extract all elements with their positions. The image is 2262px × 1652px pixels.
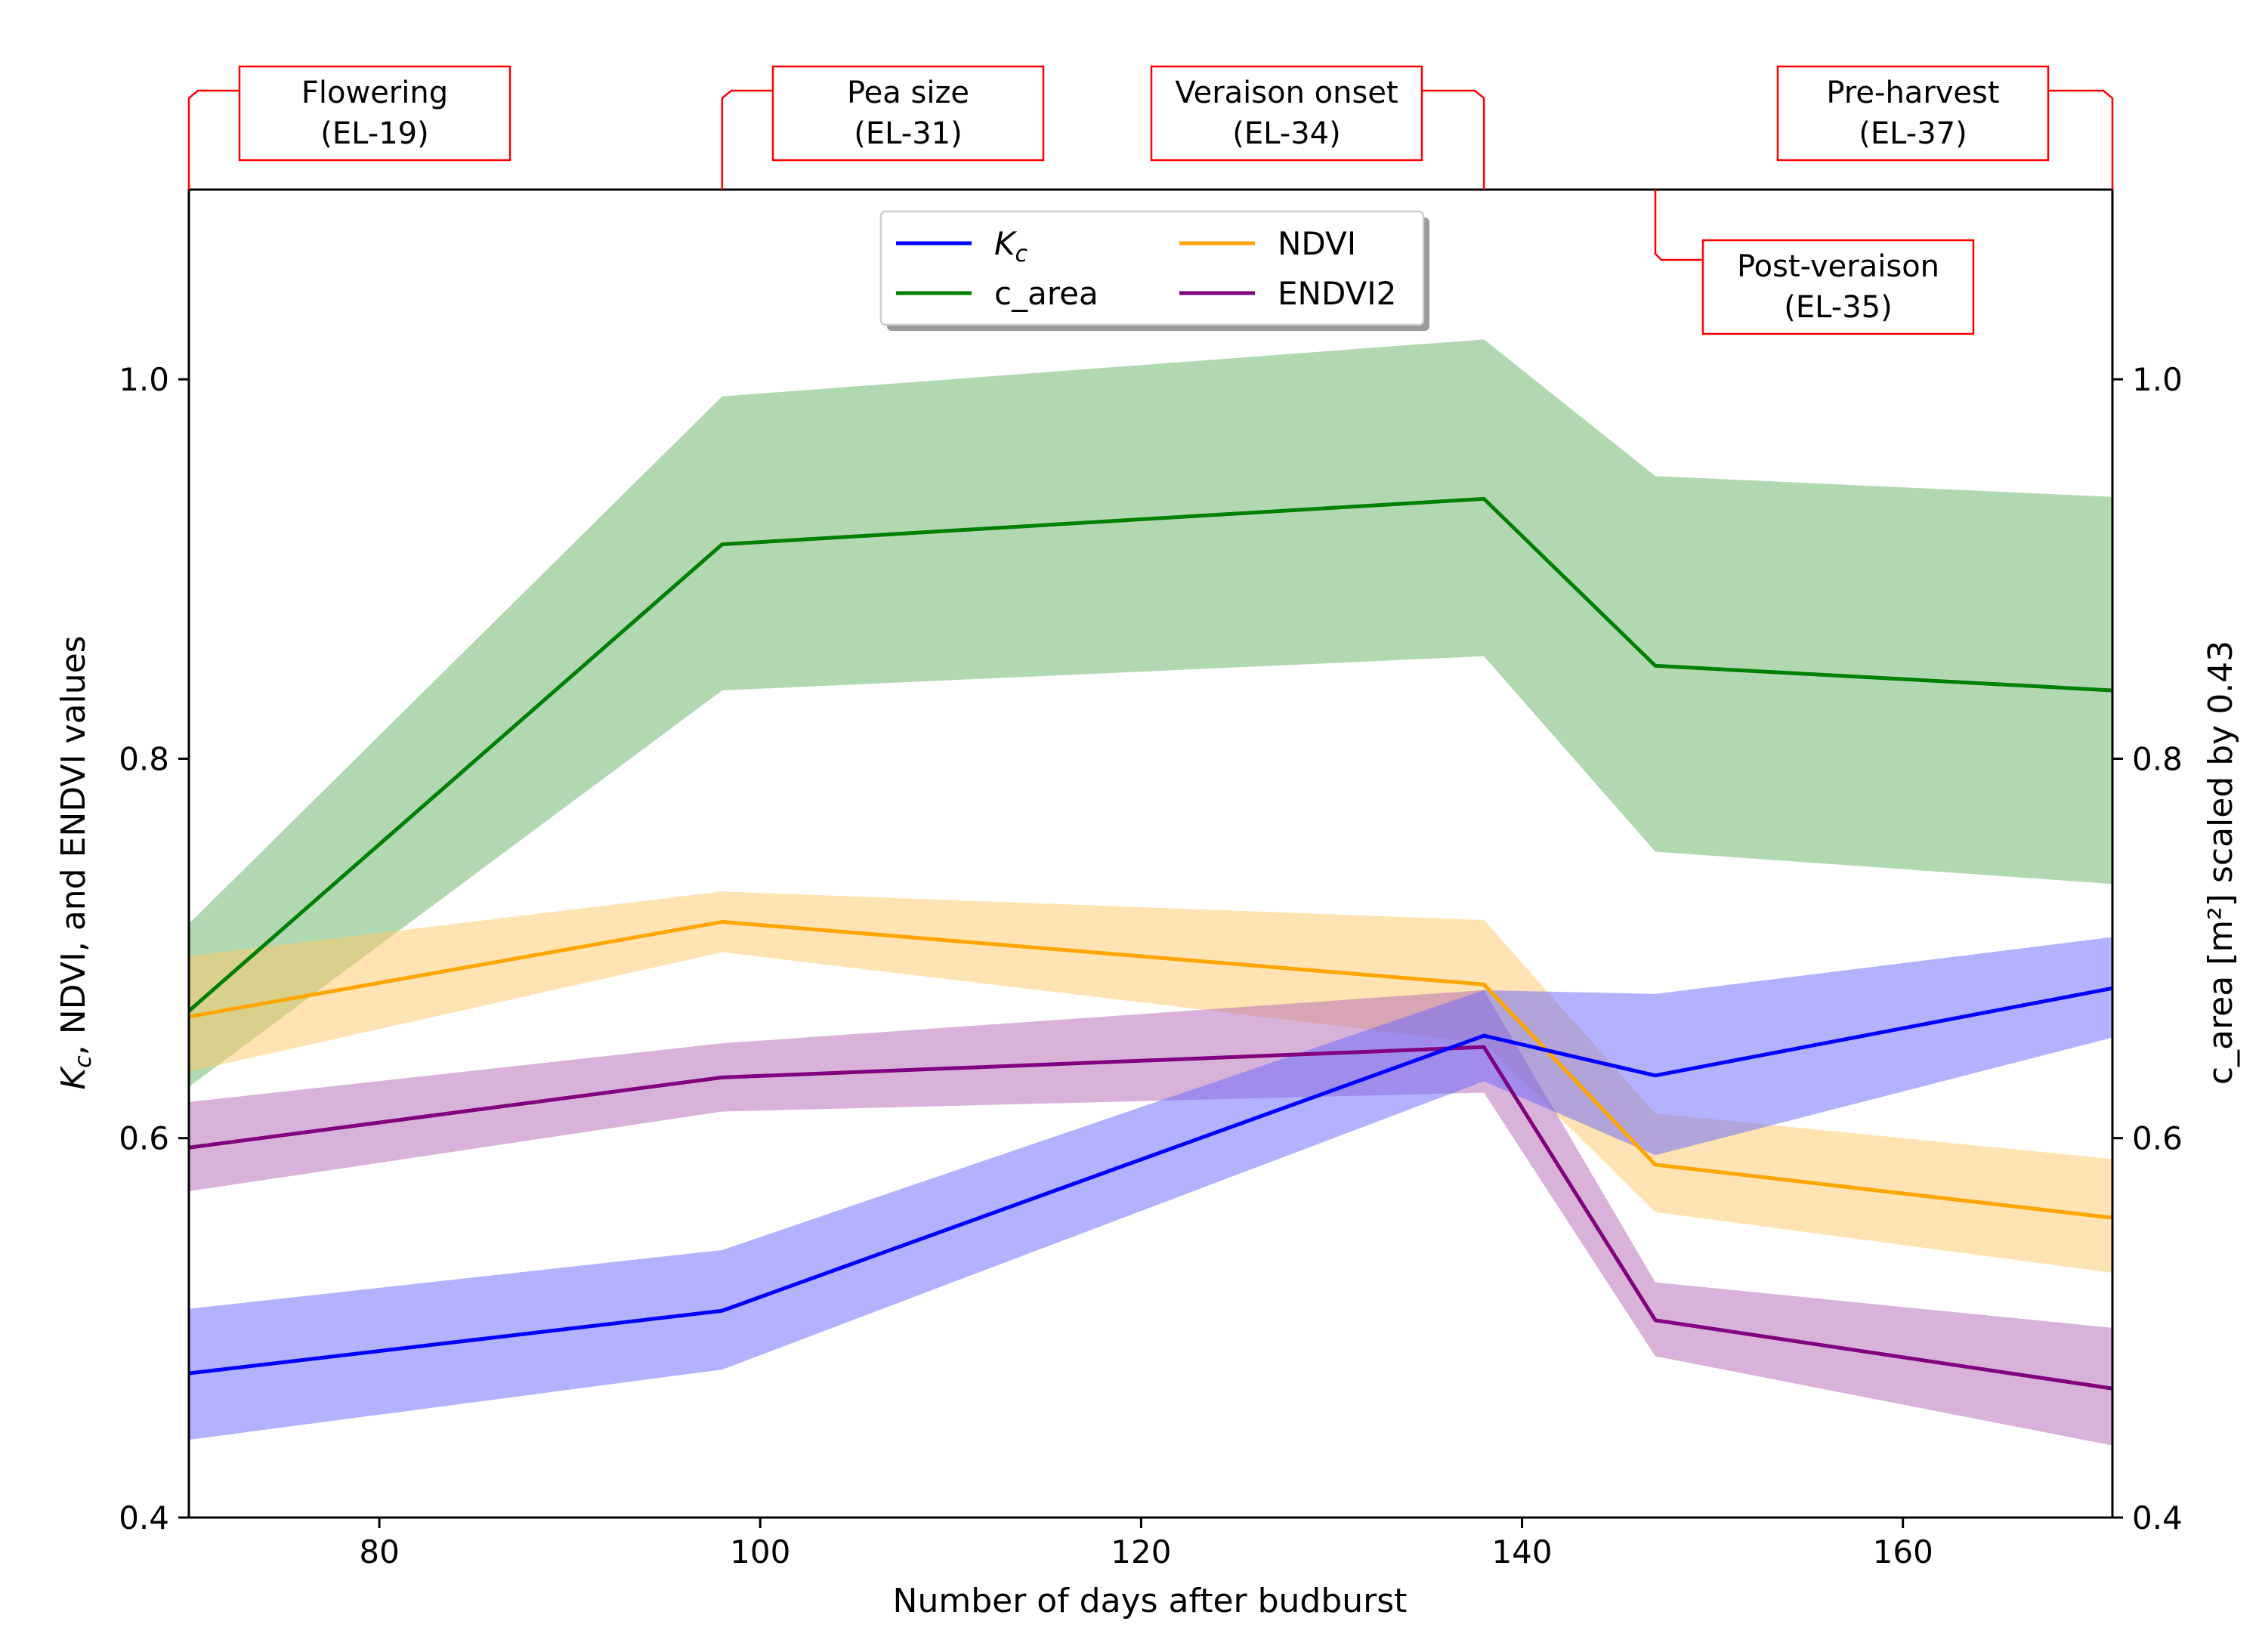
plot-frame [187, 188, 2114, 1519]
annotation-box [1150, 65, 1423, 162]
carea-band [189, 339, 2112, 1087]
legend-entry: NDVI [1179, 225, 1356, 262]
axis-ticks: 80 100 120 140 160 0.4 0.4 0.6 0.6 0.8 0.8 1.0 1.0 [119, 361, 2183, 1570]
y-tick-label-right: 0.6 [2132, 1120, 2183, 1157]
annotation-code: (EL-35) [1784, 290, 1892, 325]
y-tick-label-right: 1.0 [2132, 361, 2183, 398]
annotation-code: (EL-19) [320, 116, 428, 151]
ndvi-band [189, 891, 2112, 1274]
y-label-sub: c [70, 1055, 97, 1068]
carea-line [187, 496, 2113, 1013]
annotation-stage: Veraison onset [1175, 76, 1398, 110]
endvi2-band [189, 990, 2112, 1446]
series-lines [187, 496, 2113, 1391]
confidence-bands [189, 339, 2112, 1446]
annotation-box [1776, 65, 2050, 162]
annotation-stage: Pre-harvest [1826, 76, 1999, 110]
x-tick-label: 160 [1873, 1533, 1933, 1570]
annotation-stage: Flowering [301, 76, 448, 110]
annotation-box [238, 65, 511, 162]
legend-label: c_area [994, 275, 1099, 312]
legend-label: Kc [994, 225, 1028, 267]
annotation-code: (EL-34) [1232, 116, 1340, 151]
y-tick-label-left: 1.0 [119, 361, 169, 398]
legend-label: ENDVI2 [1278, 275, 1396, 312]
annotation-callout: Post-veraison (EL-35) [1654, 190, 1975, 335]
annotation-callout: Flowering (EL-19) [187, 65, 511, 190]
y-tick-label-left: 0.8 [119, 740, 169, 777]
annotation-callout: Veraison onset (EL-34) [1150, 65, 1485, 190]
annotation-stage: Pea size [847, 76, 969, 110]
annotation-callout: Pea size (EL-31) [721, 65, 1045, 190]
y-tick-label-right: 0.8 [2132, 740, 2183, 777]
kc-line [188, 986, 2113, 1376]
legend-entry: Kc [896, 225, 1028, 267]
annotation-stage: Post-veraison [1737, 249, 1939, 284]
ndvi-line [188, 919, 2113, 1220]
legend-entry: ENDVI2 [1179, 275, 1396, 312]
x-tick-label: 120 [1111, 1533, 1171, 1570]
legend-box [879, 210, 1425, 326]
annotation-leader [1654, 190, 1703, 261]
annotation-leader [187, 89, 239, 190]
stage-annotations: Flowering (EL-19) Pea size (EL-31) Veraison … [187, 65, 2114, 335]
annotation-box [771, 65, 1045, 162]
annotation-callout: Pre-harvest (EL-37) [1776, 65, 2114, 190]
annotation-box [1701, 239, 1975, 335]
y-label-rest: , NDVI, and ENDVI values [54, 635, 93, 1055]
annotation-leader [721, 89, 773, 190]
annotation-code: (EL-37) [1859, 116, 1967, 151]
y-axis-label-right: c_area [m²] scaled by 0.43 [2202, 641, 2240, 1085]
x-axis-label: Number of days after budburst [893, 1582, 1408, 1620]
annotation-leader [2048, 89, 2114, 190]
y-tick-label-right: 0.4 [2132, 1499, 2183, 1536]
legend-label: NDVI [1278, 225, 1356, 262]
y-tick-label-left: 0.6 [119, 1120, 169, 1157]
annotation-code: (EL-31) [854, 116, 962, 151]
annotation-leader [1422, 89, 1485, 190]
y-label-k: K [54, 1066, 93, 1090]
x-tick-label: 80 [359, 1533, 399, 1570]
legend-entry: c_area [896, 275, 1099, 312]
endvi2-line [188, 1045, 2113, 1391]
y-axis-label-left: Kc, NDVI, and ENDVI values [54, 635, 97, 1089]
x-tick-label: 100 [730, 1533, 790, 1570]
y-tick-label-left: 0.4 [119, 1499, 169, 1536]
kc-band [189, 937, 2112, 1440]
x-tick-label: 140 [1491, 1533, 1552, 1570]
legend: Kc c_area NDVI ENDVI2 [879, 210, 1429, 331]
